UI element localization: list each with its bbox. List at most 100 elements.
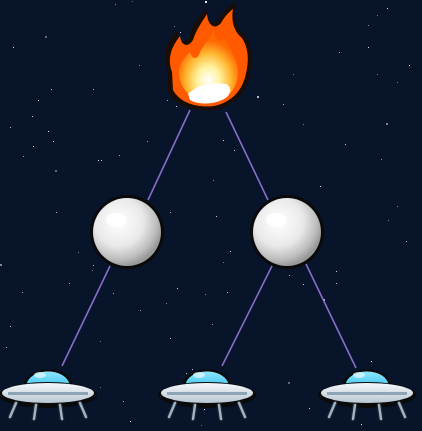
star (93, 89, 94, 90)
star (132, 1, 133, 2)
star (205, 1, 207, 3)
star (309, 408, 310, 409)
fireball-icon (165, 2, 252, 111)
star (147, 141, 148, 142)
star (100, 341, 101, 342)
star (6, 347, 7, 348)
star (303, 124, 304, 125)
ufo-icon (0, 369, 97, 422)
star (56, 212, 57, 213)
ufo-node-2[interactable] (158, 369, 256, 422)
star (293, 74, 294, 75)
star (381, 159, 382, 160)
star (93, 265, 94, 266)
fireball-node[interactable] (165, 2, 252, 111)
star (409, 65, 410, 66)
star (167, 100, 168, 101)
star (320, 186, 321, 187)
star (32, 116, 33, 117)
ufo-node-1[interactable] (0, 369, 97, 422)
star (288, 382, 290, 384)
star (113, 293, 114, 294)
star (115, 4, 116, 5)
star (92, 270, 93, 271)
star (33, 146, 34, 147)
star (283, 104, 284, 105)
star (192, 369, 193, 370)
star (53, 141, 54, 142)
star (13, 47, 14, 48)
ufo-icon (318, 369, 416, 422)
star (336, 271, 337, 272)
star (406, 241, 407, 242)
star (119, 155, 120, 156)
star (201, 425, 202, 426)
star (361, 424, 362, 425)
star (377, 15, 378, 16)
link-orb-right-to-ufo-2 (221, 265, 273, 367)
star (177, 288, 178, 289)
star (176, 106, 177, 107)
star (130, 421, 131, 422)
star (377, 74, 378, 75)
star (78, 252, 79, 253)
star (48, 131, 49, 132)
star (0, 264, 2, 266)
star (388, 220, 389, 221)
star (180, 32, 181, 33)
orb-node-right[interactable] (250, 195, 324, 269)
star (227, 292, 228, 293)
star (204, 409, 205, 410)
star (212, 324, 213, 325)
star (213, 180, 214, 181)
star (303, 284, 304, 285)
star (230, 251, 231, 252)
star (98, 160, 99, 161)
star (386, 123, 388, 125)
star (234, 150, 235, 151)
star (223, 140, 224, 141)
orb-node-left[interactable] (90, 195, 164, 269)
star (205, 294, 206, 295)
star (55, 170, 57, 172)
star (186, 373, 187, 374)
star (397, 82, 398, 83)
star (10, 127, 11, 128)
link-orb-left-to-ufo-1 (61, 265, 111, 367)
star (10, 326, 11, 327)
star (174, 26, 175, 27)
star (22, 292, 23, 293)
link-fire-to-orb-left (147, 109, 191, 201)
star (336, 283, 337, 284)
star (170, 212, 171, 213)
star (140, 310, 141, 311)
star (45, 36, 47, 38)
star (216, 216, 217, 217)
star (38, 100, 39, 101)
star (100, 387, 101, 388)
moon-orb-icon (90, 195, 164, 269)
star (257, 96, 259, 98)
link-orb-right-to-ufo-3 (305, 263, 357, 369)
link-fire-to-orb-right (225, 111, 269, 201)
ufo-node-3[interactable] (318, 369, 416, 422)
star (166, 303, 167, 304)
star (123, 401, 124, 402)
star (368, 47, 369, 48)
star (339, 52, 340, 53)
star (139, 65, 140, 66)
star (170, 338, 171, 339)
star (345, 144, 346, 145)
tree-links (61, 109, 357, 369)
star (101, 160, 102, 161)
star (289, 275, 290, 276)
star (223, 262, 224, 263)
star (51, 89, 52, 90)
star (371, 361, 372, 362)
star (368, 25, 369, 26)
ufo-icon (158, 369, 256, 422)
star (69, 283, 70, 284)
moon-orb-icon (250, 195, 324, 269)
star (387, 8, 388, 9)
